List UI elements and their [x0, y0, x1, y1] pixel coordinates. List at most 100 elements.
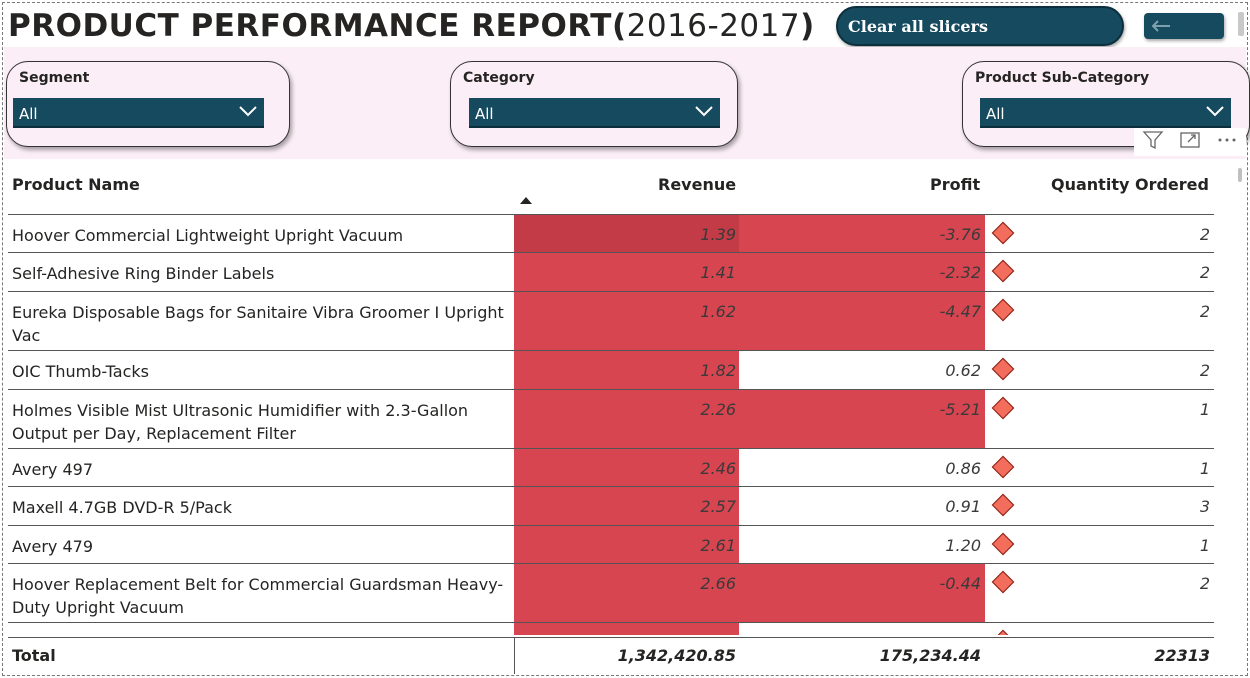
table-row[interactable]: Hoover Commercial Lightweight Upright Va… [8, 215, 1214, 253]
product-name: Holmes Visible Mist Ultrasonic Humidifie… [12, 401, 469, 443]
total-divider [514, 638, 515, 674]
title-main: PRODUCT PERFORMANCE REPORT [8, 8, 612, 44]
quantity-value: 2 [1199, 574, 1210, 593]
product-name: Hoover Commercial Lightweight Upright Va… [12, 226, 404, 245]
product-name: Avery 479 [12, 537, 93, 556]
column-header-profit[interactable]: Profit [930, 175, 981, 194]
profit-value: -5.21 [939, 400, 981, 419]
revenue-bar [514, 351, 739, 389]
kpi-diamond-icon [991, 357, 1015, 381]
table-row-partial[interactable] [8, 623, 1214, 635]
profit-value: -2.32 [939, 263, 981, 282]
revenue-value: 1.39 [700, 225, 736, 244]
total-revenue: 1,342,420.85 [617, 646, 736, 665]
column-header-quantity-ordered[interactable]: Quantity Ordered [1051, 175, 1209, 194]
revenue-bar [514, 292, 739, 350]
table-row[interactable]: Holmes Visible Mist Ultrasonic Humidifie… [8, 390, 1214, 449]
quantity-value: 2 [1199, 361, 1210, 380]
table-body: Hoover Commercial Lightweight Upright Va… [8, 215, 1214, 635]
table-row[interactable]: Self-Adhesive Ring Binder Labels 1.41 -2… [8, 253, 1214, 292]
revenue-value: 2.66 [700, 574, 736, 593]
table-row[interactable]: Avery 497 2.46 0.86 1 [8, 449, 1214, 487]
profit-negative-fill [739, 564, 985, 622]
revenue-value: 1.41 [700, 263, 736, 282]
table-row[interactable]: Maxell 4.7GB DVD-R 5/Pack 2.57 0.91 3 [8, 487, 1214, 526]
profit-value: 0.91 [945, 497, 981, 516]
kpi-diamond-icon [991, 455, 1015, 479]
total-label: Total [12, 646, 56, 665]
table-row[interactable]: Avery 479 2.61 1.20 1 [8, 526, 1214, 564]
total-quantity: 22313 [1154, 646, 1210, 665]
product-name: Self-Adhesive Ring Binder Labels [12, 264, 275, 283]
profit-negative-fill [739, 253, 985, 291]
revenue-bar [514, 526, 739, 563]
table-row[interactable]: Eureka Disposable Bags for Sanitaire Vib… [8, 292, 1214, 351]
title-paren-open: ( [611, 8, 627, 44]
column-header-revenue[interactable]: Revenue [658, 175, 737, 194]
visual-header-icons [1134, 128, 1246, 156]
sub-category-dropdown[interactable]: All [980, 98, 1231, 128]
page-title: PRODUCT PERFORMANCE REPORT(2016-2017) [8, 8, 815, 44]
revenue-bar [514, 564, 739, 622]
segment-dropdown-value: All [19, 105, 38, 123]
quantity-value: 2 [1199, 263, 1210, 282]
table-header: Product Name Revenue Profit Quantity Ord… [8, 163, 1214, 215]
revenue-bar [514, 623, 739, 635]
total-profit: 175,234.44 [879, 646, 981, 665]
revenue-value: 2.57 [700, 497, 736, 516]
kpi-diamond-icon [991, 396, 1015, 420]
profit-negative-fill [739, 215, 985, 252]
chevron-down-icon [238, 103, 258, 121]
revenue-value: 1.82 [700, 361, 736, 380]
profit-value: -4.47 [939, 302, 981, 321]
profit-value: 0.86 [945, 459, 981, 478]
kpi-diamond-icon [991, 493, 1015, 517]
more-options-icon[interactable] [1216, 129, 1238, 155]
revenue-bar [514, 215, 739, 252]
quantity-value: 1 [1199, 536, 1210, 555]
profit-value: -0.44 [939, 574, 981, 593]
kpi-diamond-icon [991, 629, 1015, 635]
revenue-bar [514, 487, 739, 525]
page-scrollbar[interactable] [1238, 12, 1244, 36]
revenue-value: 2.46 [700, 459, 736, 478]
category-dropdown[interactable]: All [469, 98, 720, 128]
category-dropdown-value: All [475, 105, 494, 123]
category-slicer-label: Category [463, 70, 535, 86]
profit-value: 1.20 [945, 536, 981, 555]
product-name: Maxell 4.7GB DVD-R 5/Pack [12, 498, 232, 517]
focus-mode-icon[interactable] [1179, 129, 1201, 155]
back-button[interactable] [1144, 13, 1224, 39]
table-row[interactable]: Hoover Replacement Belt for Commercial G… [8, 564, 1214, 623]
back-arrow-icon [1151, 17, 1172, 36]
total-row: Total 1,342,420.85 175,234.44 22313 [8, 637, 1214, 674]
segment-slicer-label: Segment [19, 70, 90, 86]
category-slicer: Category All [450, 61, 738, 147]
quantity-value: 3 [1199, 497, 1210, 516]
filter-icon[interactable] [1142, 129, 1164, 155]
product-name: Eureka Disposable Bags for Sanitaire Vib… [12, 303, 504, 345]
table-scrollbar[interactable] [1238, 168, 1242, 182]
clear-all-slicers-button[interactable]: Clear all slicers [836, 6, 1124, 46]
kpi-diamond-icon [991, 298, 1015, 322]
product-sub-category-slicer: Product Sub-Category All [962, 61, 1250, 147]
profit-negative-fill [739, 292, 985, 350]
title-years: 2016-2017 [626, 8, 801, 44]
title-paren-close: ) [800, 8, 815, 44]
segment-slicer: Segment All [6, 61, 290, 147]
revenue-value: 2.26 [700, 400, 736, 419]
quantity-value: 1 [1199, 459, 1210, 478]
product-name: OIC Thumb-Tacks [12, 362, 149, 381]
table-row[interactable]: OIC Thumb-Tacks 1.82 0.62 2 [8, 351, 1214, 390]
chevron-down-icon [694, 103, 714, 121]
sub-category-slicer-label: Product Sub-Category [975, 70, 1150, 86]
profit-value: 0.62 [945, 361, 981, 380]
quantity-value: 2 [1199, 225, 1210, 244]
profit-value: -3.76 [939, 225, 981, 244]
kpi-diamond-icon [991, 570, 1015, 594]
revenue-bar [514, 253, 739, 291]
revenue-bar [514, 449, 739, 486]
segment-dropdown[interactable]: All [13, 98, 264, 128]
column-header-product-name[interactable]: Product Name [12, 175, 140, 194]
quantity-value: 1 [1199, 400, 1210, 419]
